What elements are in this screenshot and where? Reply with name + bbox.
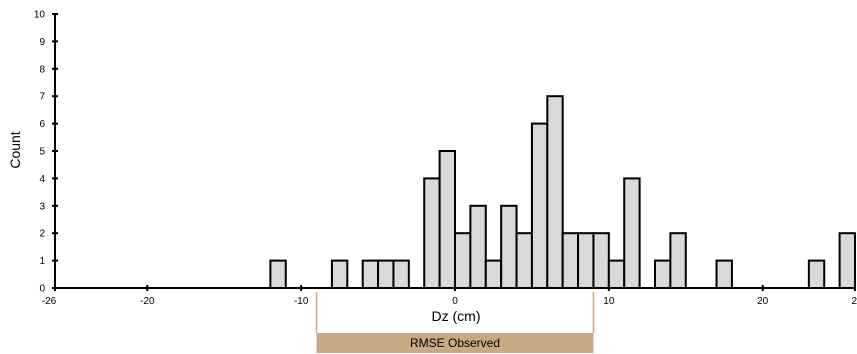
histogram-bar	[607, 259, 626, 290]
histogram-bar	[423, 177, 441, 289]
histogram-bar	[838, 232, 856, 289]
x-axis-title: Dz (cm)	[432, 308, 481, 324]
y-tick-label: 5	[39, 147, 45, 158]
histogram-bar	[377, 259, 395, 290]
histogram-bar	[577, 232, 595, 289]
x-tick-label: 0	[452, 296, 458, 307]
histogram-bar	[361, 259, 380, 290]
histogram-bar	[592, 232, 610, 289]
x-tick-label: 20	[757, 296, 769, 307]
histogram-bar	[623, 177, 641, 289]
y-tick-label: 4	[39, 174, 45, 185]
x-axis: -26 -20 -10 0 10 20 2	[42, 285, 857, 307]
y-axis: 0 1 2 3 4 5 6 7 8 9 10	[34, 10, 58, 295]
histogram-bar	[715, 259, 733, 290]
y-tick-label: 0	[39, 284, 45, 295]
x-tick-label: 2	[851, 296, 857, 307]
histogram-bar	[469, 204, 487, 289]
histogram-bar	[530, 122, 549, 289]
histogram-bar	[654, 259, 672, 290]
histogram-bar	[454, 232, 472, 289]
rmse-label: RMSE Observed	[410, 336, 500, 350]
x-tick-label: -10	[294, 296, 309, 307]
y-tick-label: 3	[39, 201, 45, 212]
histogram-bars	[269, 95, 856, 290]
y-tick-label: 10	[34, 10, 46, 21]
histogram-bar	[484, 259, 503, 290]
y-tick-label: 6	[39, 119, 45, 130]
y-tick-label: 7	[39, 92, 45, 103]
y-axis-title: Count	[7, 131, 23, 168]
rmse-bar	[316, 333, 594, 353]
histogram-bar	[392, 259, 410, 290]
y-tick-label: 2	[39, 229, 45, 240]
histogram-bar	[330, 259, 349, 290]
y-tick-label: 1	[39, 256, 45, 267]
histogram-bar	[561, 232, 580, 289]
histogram-bar	[669, 232, 687, 289]
y-tick-label: 9	[39, 37, 45, 48]
histogram-bar	[515, 232, 533, 289]
y-tick-label: 8	[39, 64, 45, 75]
x-tick-label: -20	[140, 296, 155, 307]
histogram-bar	[500, 204, 518, 289]
x-tick-label: 10	[603, 296, 615, 307]
x-tick-label: -26	[42, 296, 57, 307]
rmse-annotation: RMSE Observed	[315, 292, 595, 353]
histogram-bar	[269, 259, 287, 290]
histogram-bar	[546, 95, 564, 289]
histogram-bar	[807, 259, 826, 290]
histogram-bar	[438, 150, 457, 289]
